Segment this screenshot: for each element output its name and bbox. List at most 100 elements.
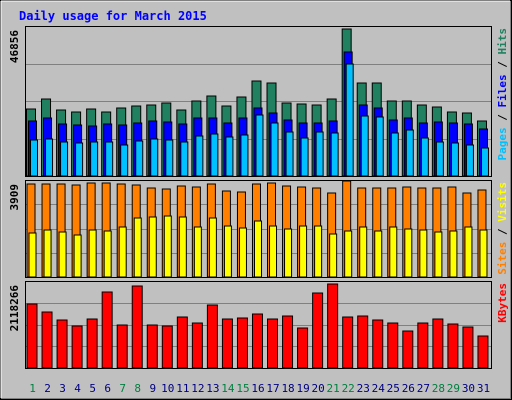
bar-kbytes-day-20 [312,292,324,369]
panel-visits-max-label: 3909 [8,184,21,211]
x-tick-label-day-27: 27 [417,382,430,395]
bar-visits-day-4 [73,234,82,278]
bar-kbytes-day-7 [116,324,128,369]
x-tick-label-day-17: 17 [266,382,279,395]
x-tick-label-day-24: 24 [372,382,386,395]
chart-title: Daily usage for March 2015 [19,9,207,23]
bar-pages-day-9 [150,138,159,177]
bar-visits-day-31 [479,229,488,278]
bar-pages-day-15 [240,134,249,177]
bar-kbytes-day-21 [327,283,339,369]
bar-kbytes-day-24 [372,319,384,369]
bar-pages-day-27 [420,137,429,177]
bar-pages-day-25 [390,132,399,177]
bar-visits-day-29 [449,230,458,278]
x-tick-label-day-28: 28 [432,382,445,395]
bar-visits-day-23 [359,226,368,278]
bar-visits-day-21 [329,233,338,278]
x-tick-label-day-22: 22 [342,382,355,395]
x-tick-label-day-30: 30 [462,382,475,395]
x-tick-label-day-5: 5 [89,382,96,395]
chart-panels: 46856 Pages / Files / Hits 3909 Sites / Vis… [8,26,509,369]
bar-visits-day-15 [238,227,247,278]
bar-visits-day-8 [133,217,142,278]
legend-entry-kbytes: KBytes [496,283,509,323]
x-tick-label-day-26: 26 [402,382,415,395]
bar-visits-day-30 [464,226,473,278]
bar-kbytes-day-18 [282,315,294,369]
bar-visits-day-9 [148,216,157,278]
legend-separator: / [496,55,509,75]
bar-kbytes-day-13 [206,304,218,369]
x-tick-label-day-7: 7 [119,382,126,395]
bar-kbytes-day-19 [297,327,309,369]
bar-visits-day-11 [178,216,187,278]
bar-kbytes-day-9 [146,324,158,369]
bar-pages-day-3 [60,141,69,177]
x-tick-label-day-20: 20 [312,382,325,395]
bar-kbytes-day-8 [131,285,143,369]
bar-kbytes-day-15 [236,317,248,369]
x-tick-label-day-3: 3 [59,382,66,395]
x-tick-label-day-6: 6 [104,382,111,395]
bar-pages-day-13 [210,133,219,177]
bar-visits-day-6 [103,230,112,278]
bar-kbytes-day-29 [447,323,459,369]
panel-hits: 46856 Pages / Files / Hits [8,26,509,177]
x-tick-label-day-8: 8 [134,382,141,395]
bar-visits-day-24 [374,230,383,278]
bar-visits-day-5 [88,229,97,278]
panel-hits-max-label: 46856 [8,30,21,63]
bar-kbytes-day-6 [101,291,113,369]
bar-visits-day-18 [284,228,293,278]
x-tick-label-day-12: 12 [191,382,204,395]
bar-pages-day-1 [30,139,38,177]
panel-kbytes-max-label: 2118266 [8,285,21,332]
bar-pages-day-14 [225,136,234,177]
x-tick-label-day-23: 23 [357,382,370,395]
bar-kbytes-day-31 [477,335,489,369]
bar-kbytes-day-14 [221,318,233,369]
bar-pages-day-7 [120,144,129,177]
panel-visits: 3909 Sites / Visits [8,180,509,278]
bar-kbytes-day-25 [387,322,399,369]
bar-visits-day-10 [163,215,172,278]
bar-kbytes-day-17 [267,318,279,369]
x-tick-label-day-25: 25 [387,382,400,395]
x-tick-label-day-31: 31 [477,382,490,395]
legend-entry-hits: Hits [496,28,509,55]
x-tick-label-day-13: 13 [206,382,219,395]
x-tick-label-day-14: 14 [221,382,235,395]
bar-visits-day-2 [43,229,52,278]
bar-pages-day-30 [465,144,474,177]
bar-kbytes-day-4 [71,325,83,369]
bar-pages-day-11 [180,141,189,177]
bar-pages-day-17 [270,122,279,177]
bar-visits-day-14 [223,225,232,278]
bar-kbytes-day-28 [432,318,444,369]
bar-visits-day-16 [253,220,262,278]
bar-kbytes-day-11 [176,316,188,369]
bar-pages-day-16 [255,114,264,177]
bar-pages-day-26 [405,129,414,177]
bar-pages-day-10 [165,139,174,177]
bar-kbytes-day-23 [357,315,369,369]
panel-visits-side-legend: Sites / Visits [496,182,509,275]
bar-kbytes-day-30 [462,326,474,369]
bar-pages-day-2 [45,138,54,177]
x-tick-label-day-2: 2 [44,382,51,395]
bar-pages-day-21 [330,132,339,177]
x-tick-label-day-9: 9 [149,382,156,395]
bar-kbytes-day-12 [191,322,203,369]
panel-kbytes: 2118266 KBytes [8,281,509,369]
bar-pages-day-8 [135,140,144,177]
bar-visits-day-13 [208,217,217,278]
panel-hits-side-legend: Pages / Files / Hits [496,28,509,161]
bar-visits-day-27 [419,229,428,278]
bar-pages-day-4 [75,142,84,177]
legend-separator: / [496,222,509,242]
x-tick-label-day-29: 29 [447,382,460,395]
x-tick-label-day-19: 19 [296,382,309,395]
x-axis-tick-labels: 1 2 3 4 5 6 7 8 9 10 11 12 13 14 15 16 17 18 19 20 21 22 23 24 2… [29,382,490,395]
